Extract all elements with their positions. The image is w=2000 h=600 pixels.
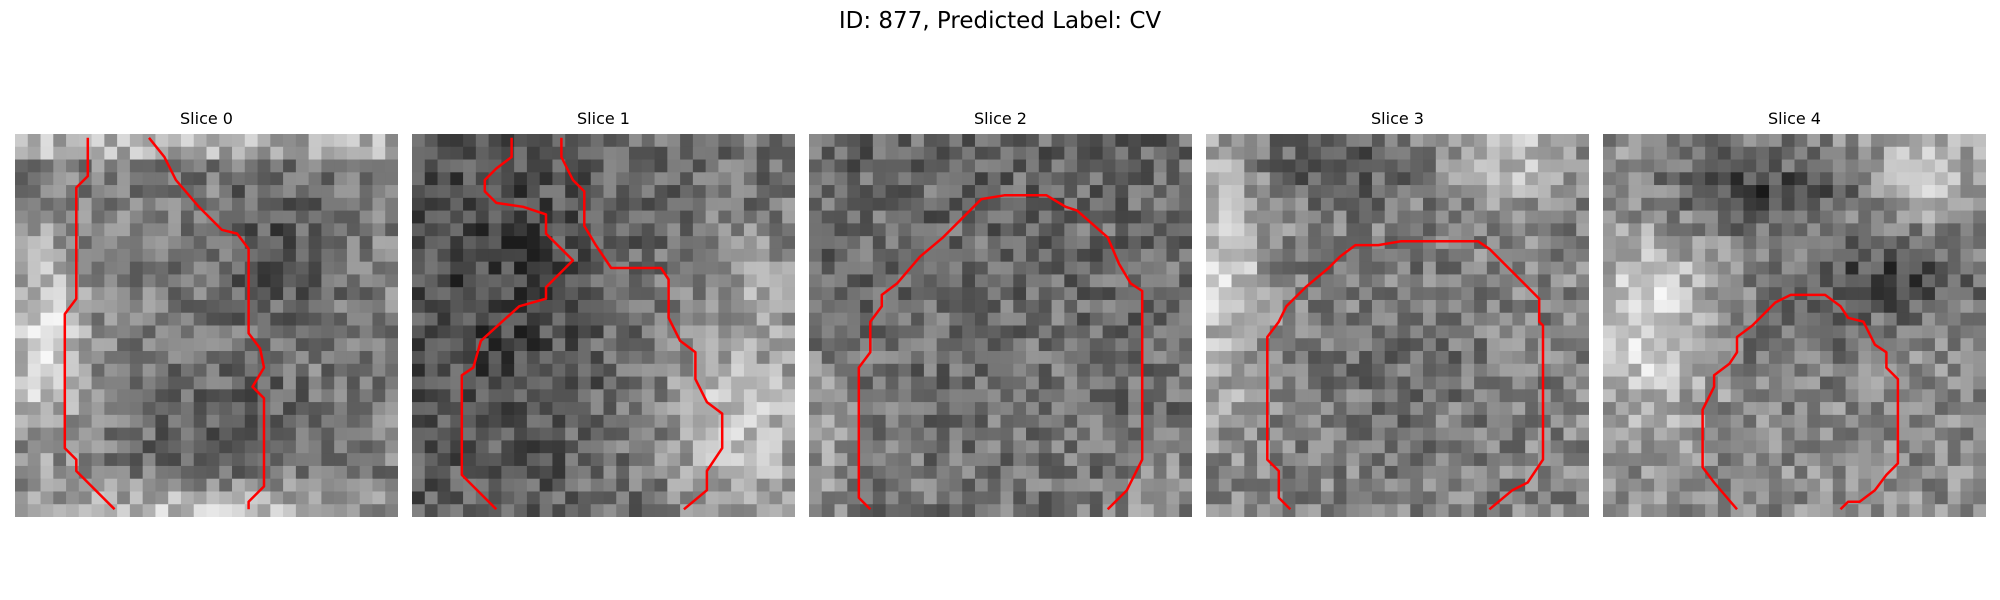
- contour-line: [857, 194, 1144, 511]
- figure-title: ID: 877, Predicted Label: CV: [838, 8, 1162, 34]
- slice-image: [1206, 134, 1589, 517]
- contour-line: [460, 137, 575, 511]
- slice-panel: Slice 4: [1603, 108, 1986, 517]
- noise-pixels: [15, 134, 398, 517]
- slice-panel: Slice 0: [15, 108, 398, 517]
- noise-pixels: [1603, 134, 1986, 517]
- slice-image: [412, 134, 795, 517]
- slice-title: Slice 0: [180, 109, 233, 128]
- contour-line: [1701, 293, 1900, 511]
- slice-image: [1603, 134, 1986, 517]
- contour-line: [63, 137, 116, 511]
- contour-line: [148, 137, 266, 510]
- slice-panel: Slice 2: [809, 108, 1192, 517]
- noise-pixels: [1206, 134, 1589, 517]
- slice-panel: Slice 3: [1206, 108, 1589, 517]
- slice-title: Slice 2: [974, 109, 1027, 128]
- slice-image: [809, 134, 1192, 517]
- noise-pixels: [412, 134, 795, 517]
- slice-title: Slice 3: [1371, 109, 1424, 128]
- slice-title: Slice 4: [1768, 109, 1821, 128]
- contour-line: [1266, 239, 1545, 511]
- slice-panel: Slice 1: [412, 108, 795, 517]
- slice-image: [15, 134, 398, 517]
- noise-pixels: [809, 134, 1192, 517]
- contour-line: [560, 137, 724, 511]
- slice-title: Slice 1: [577, 109, 630, 128]
